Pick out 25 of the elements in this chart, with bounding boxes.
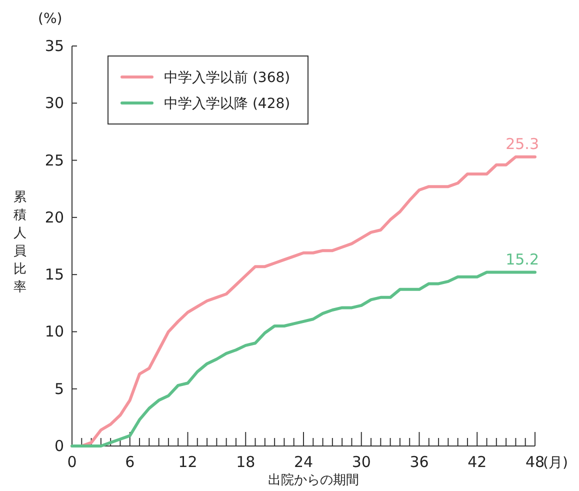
- y-tick-label: 0: [54, 437, 64, 455]
- text: (月): [543, 455, 568, 471]
- annotation: 25.3: [506, 134, 539, 153]
- x-tick-label: 36: [410, 453, 429, 471]
- legend-label: 中学入学以降 (428): [164, 96, 290, 112]
- x-tick-label: 6: [125, 453, 135, 471]
- y-tick-label: 30: [44, 94, 64, 112]
- x-tick-label: 48: [525, 453, 545, 471]
- x-tick-label: 30: [352, 453, 371, 471]
- x-tick-label: 24: [294, 453, 314, 471]
- x-tick-label: 12: [178, 453, 198, 471]
- y-tick-label: 25: [44, 151, 64, 170]
- y-tick-label: 35: [44, 37, 64, 55]
- x-tick-label: 42: [468, 453, 487, 471]
- y-tick-label: 10: [44, 322, 64, 341]
- legend-label: 中学入学以前 (368): [164, 70, 290, 86]
- x-tick-label: 0: [67, 453, 77, 471]
- y-axis-title: 累積人員比率: [14, 190, 26, 295]
- y-tick-label: 5: [54, 380, 64, 398]
- text: (%): [38, 11, 62, 27]
- y-tick-label: 20: [44, 208, 64, 226]
- x-axis-title: 出院からの期間: [268, 473, 359, 488]
- x-tick-label: 18: [236, 453, 256, 471]
- y-tick-label: 15: [44, 266, 64, 284]
- annotation: 15.2: [506, 250, 539, 268]
